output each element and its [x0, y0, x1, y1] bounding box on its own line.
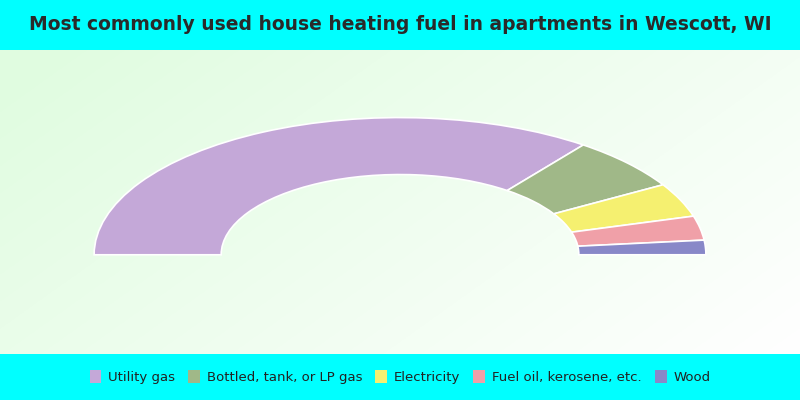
- Wedge shape: [578, 240, 706, 255]
- Wedge shape: [554, 185, 694, 232]
- Wedge shape: [507, 145, 663, 214]
- Text: Most commonly used house heating fuel in apartments in Wescott, WI: Most commonly used house heating fuel in…: [29, 16, 771, 34]
- Legend: Utility gas, Bottled, tank, or LP gas, Electricity, Fuel oil, kerosene, etc., Wo: Utility gas, Bottled, tank, or LP gas, E…: [84, 365, 716, 389]
- Wedge shape: [94, 118, 583, 255]
- Wedge shape: [571, 216, 704, 246]
